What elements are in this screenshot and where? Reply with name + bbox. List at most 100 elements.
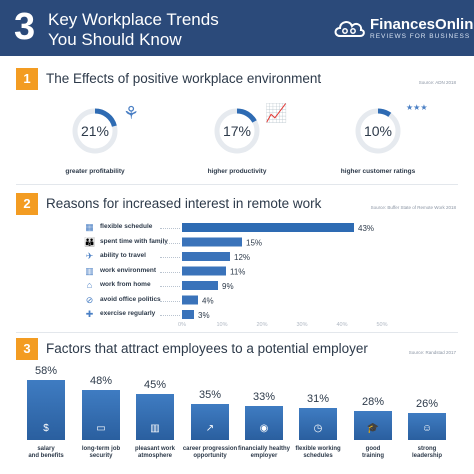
leader-dots (160, 300, 180, 302)
category-label-line: financially healthy (237, 446, 291, 452)
bar (182, 310, 194, 319)
cloud-icon (334, 21, 365, 37)
list-item: ▥ work environment (85, 266, 176, 279)
leader-dots (160, 228, 180, 229)
section-2-title: Reasons for increased interest in remote… (46, 196, 322, 211)
x-tick-label: 30% (296, 322, 307, 328)
bar (182, 266, 226, 276)
bar (182, 252, 230, 261)
leader-dots (160, 315, 180, 316)
x-tick-label: 10% (216, 322, 227, 328)
piggy-bank-icon: ◉ (259, 423, 269, 434)
section-divider-1 (16, 184, 458, 185)
section-1-source: Source: ADN 2018 (418, 80, 456, 85)
leader-icon: ☺ (421, 423, 433, 434)
rating-stars-icon: ★★★ (406, 103, 428, 112)
bar-value-label: 31% (306, 392, 330, 405)
x-tick-label: 50% (376, 322, 387, 328)
donut-3: 10% (355, 108, 401, 154)
logo-name: FinancesOnline (370, 16, 474, 33)
bar-value-label: 12% (234, 253, 250, 262)
category-label-line: good (365, 446, 381, 452)
bar (245, 405, 283, 440)
bar-value-label: 4% (202, 297, 214, 306)
category-label: work from home (100, 281, 151, 288)
category-label-line: flexible working (295, 446, 341, 452)
category-label: spent time with family (100, 237, 168, 245)
bar (408, 413, 446, 440)
calendar-icon: ▦ (85, 222, 94, 232)
bar-value-label: 28% (361, 396, 385, 409)
logo-tagline: REVIEWS FOR BUSINESS (370, 33, 471, 40)
category-label-line: and benefits (28, 453, 64, 459)
bar (191, 403, 229, 440)
bar (82, 390, 120, 440)
growth-chart-icon: 📈 (265, 103, 288, 123)
category-label-line: long-term job (81, 446, 121, 452)
category-label: pleasant work atmosphere (125, 446, 185, 460)
donut-value-label: 21% (81, 123, 109, 139)
category-label-line: employer (250, 453, 278, 459)
category-label-line: security (89, 453, 113, 459)
leader-dots (160, 271, 180, 273)
family-icon: 👪 (84, 236, 96, 247)
section-3-number: 3 (16, 338, 38, 360)
category-label: flexible working schedules (288, 446, 348, 460)
bar (182, 295, 198, 305)
bar-value-label: 11% (230, 268, 245, 277)
donut-value-label: 10% (364, 123, 392, 139)
bar (27, 380, 65, 440)
leader-dots (160, 286, 180, 287)
section-3-source: Source: Randstad 2017 (408, 350, 456, 355)
wheat-icon: ⚘ (123, 103, 140, 123)
category-label-line: leadership (411, 453, 442, 459)
category-label-line: schedules (303, 453, 333, 459)
category-label: flexible schedule (100, 223, 153, 230)
home-icon: ⌂ (86, 280, 93, 290)
category-label: ability to travel (100, 252, 146, 259)
bar-value-label: 35% (198, 388, 222, 401)
bar (299, 407, 337, 440)
donut-2: 17% (214, 108, 260, 154)
category-label-line: strong (417, 446, 437, 452)
category-label: work environment (100, 266, 156, 274)
office-icon: ▥ (150, 423, 160, 434)
section-2-number: 2 (16, 193, 38, 215)
donut-category-label: higher productivity (207, 168, 267, 175)
header-banner: 3 Key Workplace Trends You Should Know F… (0, 0, 474, 56)
growth-icon: ↗ (205, 423, 215, 434)
leader-dots (160, 242, 180, 244)
section-1-number: 1 (16, 68, 38, 90)
list-item: ▦ flexible schedule (85, 222, 176, 235)
bar-value-label: 58% (34, 365, 58, 378)
list-item: 👪 spent time with family (84, 236, 176, 250)
donut-slice (214, 108, 260, 154)
x-tick-label: 40% (336, 322, 347, 328)
bar (354, 411, 392, 440)
donut-slice (72, 108, 118, 154)
donut-1: 21% (72, 108, 118, 154)
bar-value-label: 43% (358, 224, 374, 233)
category-label-line: salary (37, 446, 55, 452)
bar-value-label: 9% (222, 282, 234, 291)
section-3-title: Factors that attract employees to a pote… (46, 341, 368, 356)
laptop-icon: ▭ (96, 423, 106, 434)
category-label-line: opportunity (193, 453, 227, 459)
category-label: salary and benefits (16, 446, 76, 460)
category-label: financially healthy employer (234, 446, 294, 460)
bar-value-label: 33% (252, 390, 276, 403)
schedule-icon: ◷ (313, 423, 323, 434)
graduation-icon: 🎓 (366, 423, 380, 434)
donut-slice (355, 108, 401, 154)
leader-dots (160, 257, 180, 258)
bar-value-label: 48% (89, 375, 113, 388)
category-label-line: training (362, 453, 384, 459)
bar-value-label: 26% (415, 398, 439, 411)
category-label: avoid office politics (100, 295, 161, 303)
donut-value-label: 17% (223, 123, 251, 139)
section-divider-2 (16, 332, 458, 333)
header-title-line2: You Should Know (48, 30, 182, 49)
money-bag-icon: $ (43, 423, 49, 434)
plane-icon: ✈ (85, 251, 94, 261)
